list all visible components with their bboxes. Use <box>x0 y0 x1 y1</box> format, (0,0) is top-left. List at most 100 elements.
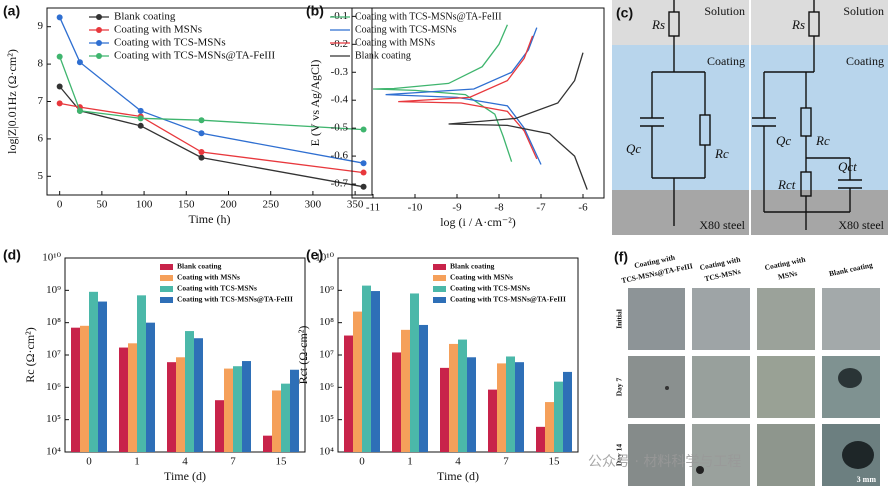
solution-region <box>612 0 749 45</box>
legend-label: Blank coating <box>177 262 222 271</box>
bar <box>128 343 137 452</box>
bar <box>98 301 107 452</box>
x-axis-label: log (i / A·cm⁻²) <box>440 215 516 229</box>
bar <box>281 383 290 452</box>
data-point <box>56 100 63 107</box>
panel-label: (b) <box>306 3 324 19</box>
data-point <box>56 14 63 21</box>
legend-label: Coating with TCS-MSNs@TA-FeIII <box>450 295 566 304</box>
watermark: 公众号 · 材料科学与工程 <box>588 454 741 470</box>
legend-label: Coating with TCS-MSNs@TA-FeIII <box>177 295 293 304</box>
y-tick-label: 7 <box>38 95 44 107</box>
region-label: Coating <box>707 54 745 68</box>
y-tick-label: 5 <box>38 170 44 182</box>
bar <box>554 381 563 452</box>
row-label: Day 14 <box>615 444 624 467</box>
x-tick-label: 0 <box>86 456 92 468</box>
legend-label: Coating with MSNs <box>355 37 435 48</box>
column-header: Coating with <box>764 254 807 272</box>
data-point <box>360 183 367 190</box>
bar <box>458 339 467 452</box>
scale-label: 3 mm <box>857 475 877 484</box>
bar <box>563 371 572 452</box>
bar <box>353 311 362 452</box>
y-tick-label: 10⁴ <box>319 446 334 458</box>
element-label: Rc <box>714 146 729 161</box>
bar <box>410 293 419 452</box>
y-axis-label: E (V vs Ag/AgCl) <box>308 60 322 147</box>
legend-label: Coating with MSNs <box>450 273 513 282</box>
x-tick-label: 0 <box>359 456 365 468</box>
x-axis-label: Time (d) <box>164 469 206 483</box>
data-point <box>198 154 205 161</box>
panel-label: (d) <box>3 247 21 263</box>
bar <box>371 291 380 452</box>
region-label: Coating <box>846 54 884 68</box>
bar <box>536 426 545 452</box>
legend-marker <box>96 53 102 59</box>
bar <box>167 362 176 452</box>
y-tick-label: 10⁶ <box>319 381 334 393</box>
circuit-panel: (c) Solution Coating X80 steel Rs Qc Rc … <box>612 0 888 235</box>
data-point <box>198 148 205 155</box>
element-label: Qc <box>776 133 791 148</box>
x-tick-label: 1 <box>134 456 140 468</box>
x-tick-label: 7 <box>503 456 509 468</box>
circuit-right <box>752 0 862 230</box>
data-point <box>198 130 205 137</box>
x-tick-label: 250 <box>262 199 279 211</box>
element-label: Qc <box>626 141 641 156</box>
row-label: Initial <box>615 309 624 329</box>
y-tick-label: 10⁹ <box>46 284 61 296</box>
column-header: Blank coating <box>828 260 874 278</box>
data-point <box>360 169 367 176</box>
y-tick-label: 9 <box>38 20 44 32</box>
x-tick-label: -9 <box>452 202 462 214</box>
legend-marker <box>96 14 102 20</box>
legend-label: Coating with MSNs <box>114 24 202 36</box>
y-tick-label: 10⁸ <box>319 316 334 328</box>
bar <box>233 366 242 452</box>
y-tick-label: -0.6 <box>331 150 349 162</box>
y-tick-label: 10¹⁰ <box>42 252 61 264</box>
legend-label: Coating with TCS-MSNs <box>177 284 257 293</box>
series-line <box>448 52 588 190</box>
x-tick-label: 50 <box>96 199 108 211</box>
bar <box>515 362 524 452</box>
data-point <box>360 160 367 167</box>
x-tick-label: 150 <box>178 199 195 211</box>
steel-region <box>612 190 749 235</box>
bar <box>440 367 449 452</box>
y-tick-label: 10⁵ <box>319 413 334 425</box>
legend-swatch <box>433 264 446 270</box>
data-point <box>76 107 83 114</box>
bar <box>80 325 89 452</box>
series-line <box>398 35 538 160</box>
bar <box>401 329 410 452</box>
x-tick-label: 300 <box>305 199 322 211</box>
bar <box>71 327 80 452</box>
legend-swatch <box>160 286 173 292</box>
circuit-left <box>640 0 711 226</box>
element-label: Rs <box>791 17 805 32</box>
x-tick-label: -7 <box>536 202 546 214</box>
element-label: Rc <box>815 133 830 148</box>
x-tick-label: 15 <box>549 456 561 468</box>
bar <box>242 361 251 452</box>
legend-label: Coating with TCS-MSNs <box>114 37 226 49</box>
bar <box>290 369 299 452</box>
region-label: Solution <box>704 4 745 18</box>
bar <box>119 347 128 452</box>
legend-swatch <box>160 264 173 270</box>
x-tick-label: -11 <box>366 202 380 214</box>
y-tick-label: 10⁸ <box>46 316 61 328</box>
data-point <box>360 126 367 133</box>
legend-marker <box>96 27 102 33</box>
element-label: Rs <box>651 17 665 32</box>
bar <box>176 357 185 452</box>
data-point <box>137 107 144 114</box>
data-point <box>56 83 63 90</box>
panel-label: (c) <box>616 5 633 21</box>
